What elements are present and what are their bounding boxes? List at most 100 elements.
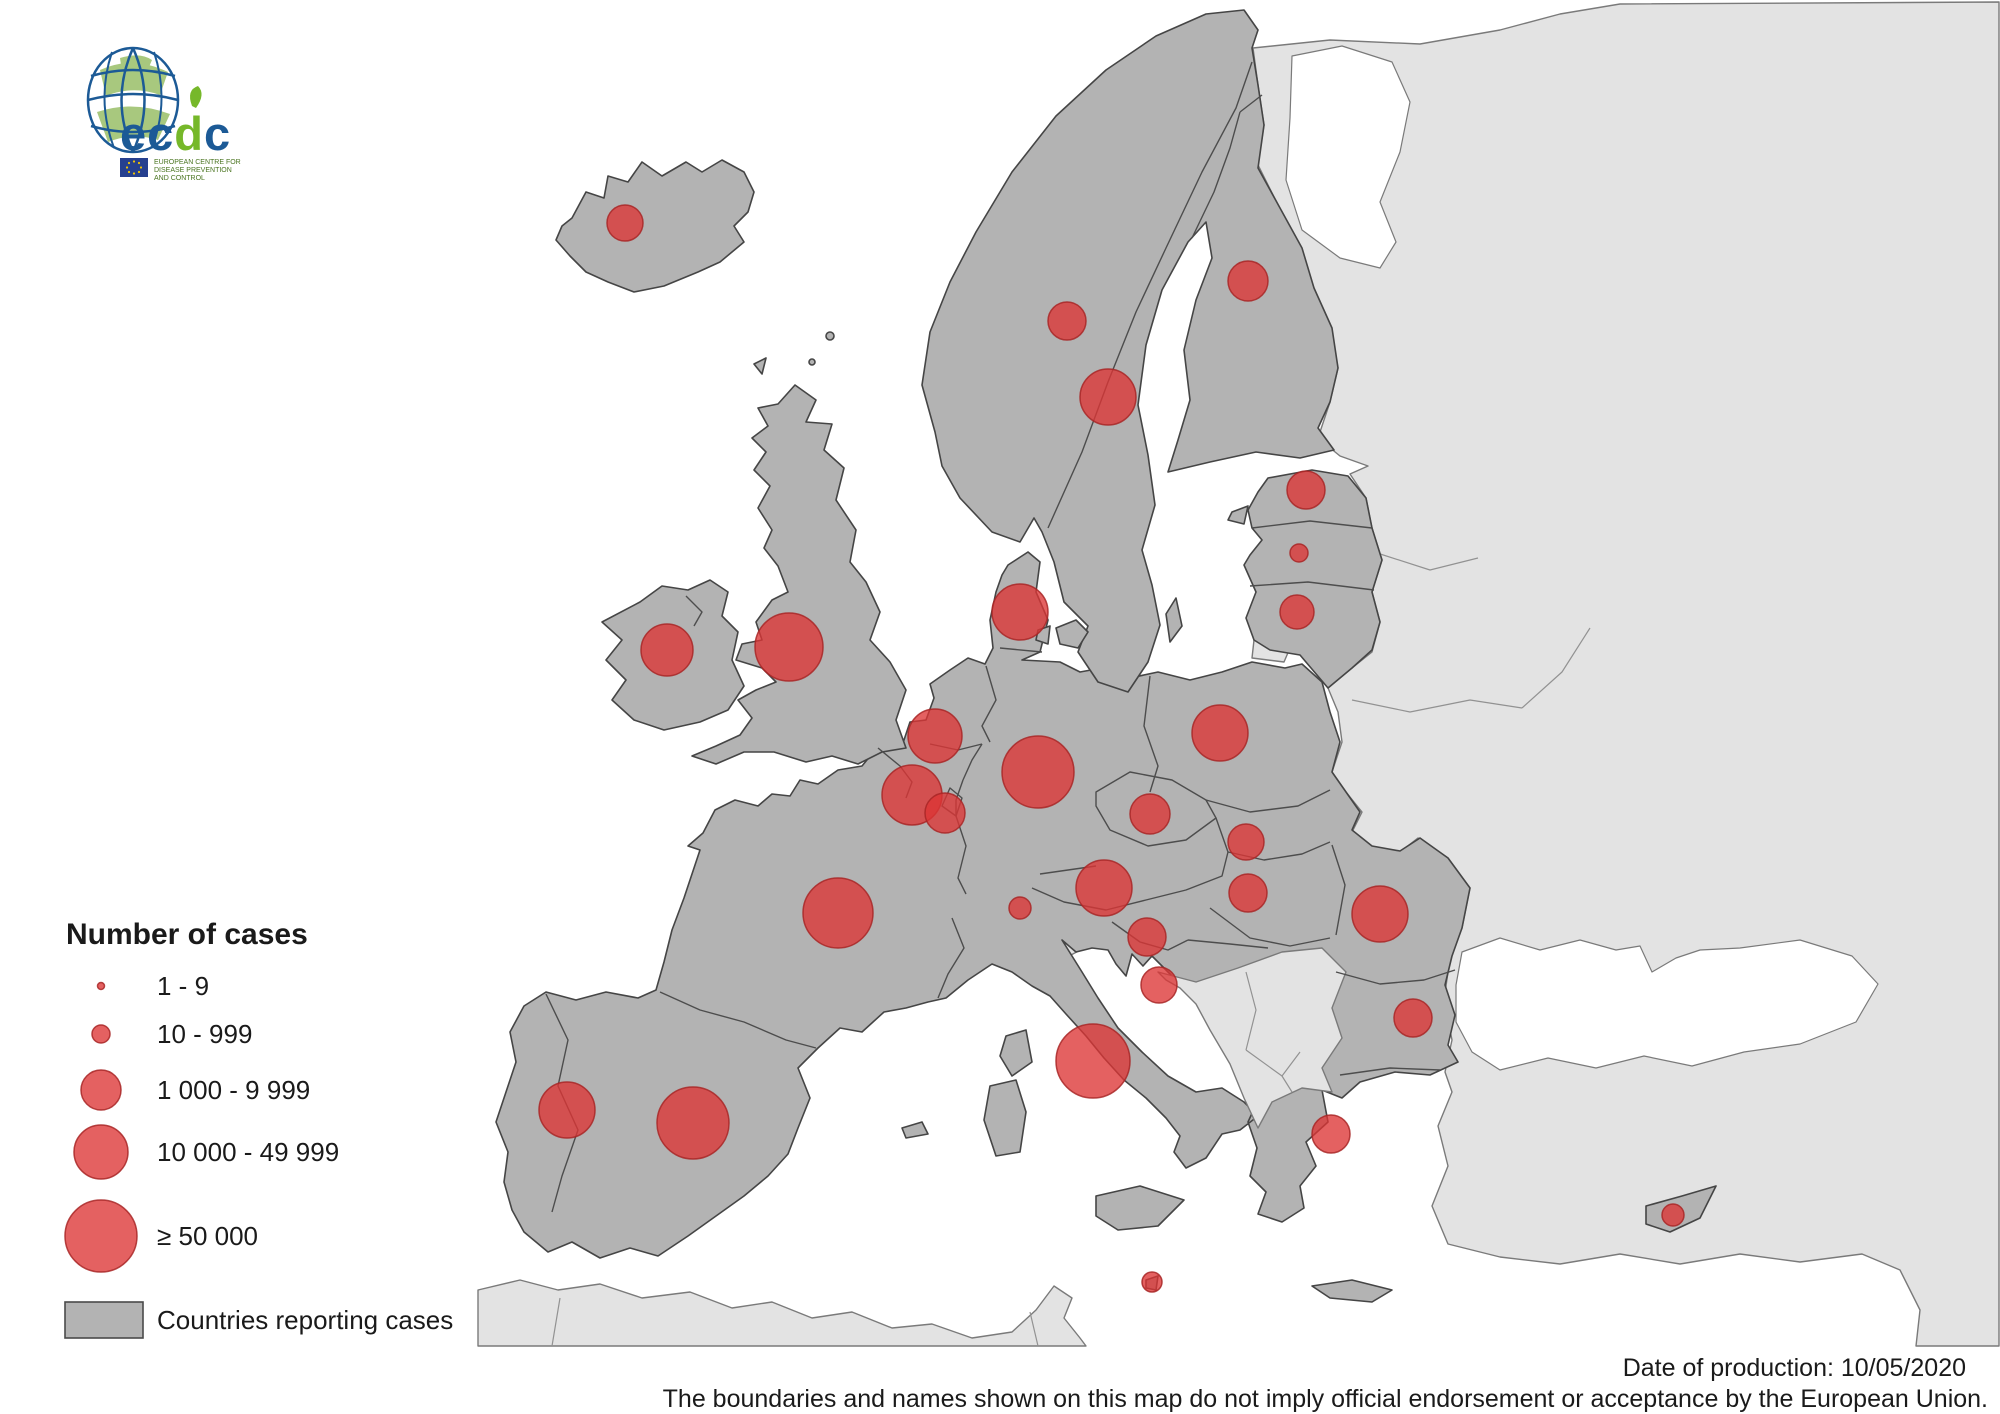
legend-label-3: 10 000 - 49 999 [157, 1137, 339, 1167]
legend-label-2: 1 000 - 9 999 [157, 1075, 310, 1105]
case-circle-netherlands [907, 708, 963, 764]
case-circle-liechtenstein [1008, 896, 1032, 920]
case-circle-estonia [1286, 470, 1326, 510]
border-croatia-hungary-east [1187, 939, 1269, 949]
border-ireland-uk [685, 595, 703, 627]
border-spain-france [659, 991, 817, 1049]
case-circle-sweden [1079, 368, 1137, 426]
case-circle-austria [1075, 859, 1133, 917]
border-hungary-romania [1331, 844, 1346, 936]
border-russia-belarus [1373, 551, 1479, 571]
case-circle-croatia [1140, 966, 1178, 1004]
case-circle-bulgaria [1393, 998, 1433, 1038]
case-circle-poland [1191, 704, 1249, 762]
border-poland-slovakia [1205, 789, 1331, 813]
border-hungary-croatia [1209, 907, 1331, 947]
border-norway-sweden [1047, 61, 1253, 529]
country-shape-shetland [825, 331, 835, 341]
country-shape-saaremaa [1227, 505, 1249, 525]
border-denmark-germany [999, 647, 1043, 653]
case-circle-germany [1001, 735, 1075, 809]
country-shape-orkney [808, 358, 816, 366]
border-austria-south [1031, 817, 1229, 911]
ecdc-wordmark: ecdc [120, 107, 231, 160]
svg-text:DISEASE PREVENTION: DISEASE PREVENTION [154, 167, 232, 174]
border-france-italy [937, 917, 965, 999]
country-shape-faroe [753, 357, 767, 375]
reporting-borders-layer [545, 61, 1456, 1213]
svg-text:AND CONTROL: AND CONTROL [154, 175, 205, 182]
case-circle-denmark [991, 583, 1049, 641]
case-circle-finland [1227, 260, 1269, 302]
legend-symbol-2 [80, 1069, 122, 1111]
border-czechia [1095, 771, 1217, 847]
border-netherlands-germany [981, 665, 997, 743]
legend-label-1: 10 - 999 [157, 1019, 252, 1049]
svg-text:EUROPEAN CENTRE FOR: EUROPEAN CENTRE FOR [154, 159, 241, 166]
legend-items: 1 - 9 10 - 999 1 000 - 9 999 10 000 - 49 99… [64, 971, 339, 1273]
ecdc-globe-icon [86, 46, 180, 154]
country-shape-western-balkans [1157, 947, 1347, 1129]
case-circle-norway [1047, 301, 1087, 341]
case-circle-united-kingdom [754, 612, 824, 682]
country-shape-iceland [555, 159, 755, 293]
legend-symbol-1 [91, 1024, 111, 1044]
case-circles-layer [538, 204, 1685, 1293]
legend-symbol-4 [64, 1199, 138, 1273]
ecdc-logo: ecdc EUROPEAN CENTRE FOR DISEASE PREVENT… [86, 46, 241, 182]
case-circle-romania [1351, 885, 1409, 943]
country-shape-zealand [1055, 619, 1089, 649]
black-sea [1455, 937, 1879, 1071]
non-reporting-borders-layer [551, 551, 1591, 1347]
border-belgium-germany [962, 743, 983, 781]
case-circle-latvia [1289, 543, 1309, 563]
case-circle-italy [1055, 1023, 1131, 1099]
case-circle-slovenia [1127, 917, 1167, 957]
case-circle-lithuania [1279, 594, 1315, 630]
country-shape-crete [1311, 1279, 1393, 1303]
border-latvia-lithuania [1249, 581, 1375, 591]
border-belarus-ukraine [1351, 699, 1523, 713]
case-circle-ireland [640, 623, 694, 677]
border-algeria-tunisia [1029, 1311, 1039, 1347]
border-norway-finland [1239, 94, 1263, 113]
case-circle-czechia [1129, 793, 1171, 835]
case-circle-greece [1311, 1114, 1351, 1154]
case-circle-portugal [538, 1081, 596, 1139]
ecdc-org-name: EUROPEAN CENTRE FOR DISEASE PREVENTION A… [154, 159, 241, 182]
country-shape-gotland [1165, 597, 1183, 643]
border-germany-poland [1143, 675, 1159, 793]
white-sea [1285, 45, 1411, 269]
case-circle-luxembourg [924, 792, 966, 834]
legend-symbol-3 [73, 1124, 129, 1180]
border-estonia-latvia [1251, 520, 1373, 529]
footer: Date of production: 10/05/2020 The bound… [663, 1354, 1988, 1413]
border-romania-bulgaria [1335, 969, 1456, 985]
boundaries-disclaimer: The boundaries and names shown on this m… [663, 1385, 1988, 1413]
legend-title: Number of cases [66, 918, 308, 951]
balkans-borders-layer [1245, 971, 1301, 1093]
legend-label-0: 1 - 9 [157, 971, 209, 1001]
case-circle-cyprus [1661, 1203, 1685, 1227]
case-circle-hungary [1228, 873, 1268, 913]
country-shape-great-britain [691, 384, 907, 765]
legend-label-4: ≥ 50 000 [157, 1221, 258, 1251]
legend-symbol-0 [96, 981, 106, 991]
legend-area-label: Countries reporting cases [157, 1305, 453, 1335]
country-shape-sardinia [983, 1079, 1027, 1157]
border-bosnia-serbia [1245, 971, 1257, 1051]
reporting-countries-swatch [64, 1301, 144, 1339]
ecdc-leaf-icon [190, 86, 202, 108]
country-shape-sicily [1095, 1185, 1185, 1231]
case-circle-spain [656, 1086, 730, 1160]
border-russia-ukraine [1521, 627, 1591, 709]
date-of-production: Date of production: 10/05/2020 [1623, 1354, 1966, 1382]
border-serbia-montenegro [1281, 1051, 1301, 1077]
country-shape-balearics [901, 1121, 929, 1139]
eu-flag-icon [120, 158, 148, 177]
legend: Number of cases 1 - 9 10 - 999 1 000 - 9 9… [64, 918, 453, 1339]
border-bulgaria-greece [1339, 1067, 1441, 1076]
case-circle-iceland [606, 204, 644, 242]
